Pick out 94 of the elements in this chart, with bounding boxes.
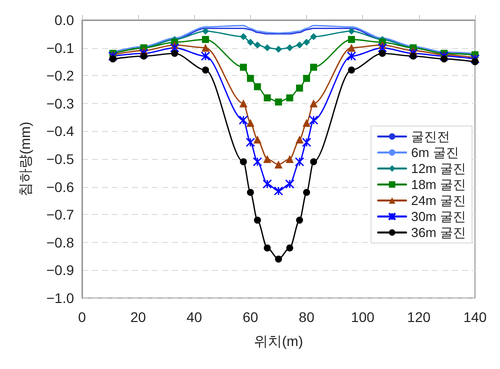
point <box>310 33 318 40</box>
legend-label: 30m 굴진 <box>411 209 466 224</box>
x-tick-label: 100 <box>351 309 375 325</box>
point <box>347 44 356 52</box>
point <box>275 46 282 53</box>
point <box>254 42 261 49</box>
point <box>264 94 271 102</box>
point <box>348 28 355 35</box>
y-tick-label: −0.6 <box>46 178 74 195</box>
point <box>202 66 210 74</box>
point <box>253 136 262 144</box>
x-tick-label: 0 <box>78 309 86 325</box>
y-tick-label: −0.7 <box>46 206 74 223</box>
point <box>303 74 310 82</box>
point <box>296 84 304 92</box>
x-axis-title: 위치(m) <box>254 333 303 349</box>
point <box>254 216 261 224</box>
y-tick-label: −1.0 <box>46 290 74 306</box>
point <box>310 64 318 71</box>
point <box>246 188 254 196</box>
point <box>274 160 282 169</box>
point <box>440 55 448 62</box>
point <box>378 50 386 57</box>
y-tick-label: −0.9 <box>46 262 74 278</box>
legend-label: 굴진전 <box>411 129 450 144</box>
point <box>254 83 261 90</box>
point <box>202 44 210 52</box>
point <box>274 186 284 196</box>
point <box>378 43 388 52</box>
point <box>286 155 294 163</box>
point <box>239 99 248 108</box>
legend-label: 12m 굴진 <box>411 161 466 176</box>
x-tick-label: 120 <box>407 309 431 325</box>
point <box>240 158 247 166</box>
point <box>275 98 282 106</box>
point <box>302 138 312 147</box>
point <box>240 64 247 71</box>
point <box>410 52 417 60</box>
point <box>202 36 210 43</box>
point <box>303 38 310 46</box>
point <box>109 55 116 62</box>
legend-label: 6m 굴진 <box>411 145 459 160</box>
point <box>171 50 178 57</box>
point <box>202 28 210 35</box>
y-tick-label: −0.4 <box>46 123 74 140</box>
point <box>346 51 356 61</box>
point <box>310 158 318 166</box>
point <box>139 48 148 58</box>
point <box>275 256 282 263</box>
point <box>286 244 294 252</box>
legend-label: 36m 굴진 <box>411 225 466 240</box>
point <box>264 244 271 252</box>
point <box>302 118 311 127</box>
point <box>264 44 271 52</box>
point <box>170 43 180 52</box>
y-tick-label: −0.5 <box>46 151 74 167</box>
point <box>472 58 478 66</box>
x-tick-label: 140 <box>463 309 487 325</box>
point <box>348 36 355 43</box>
point <box>308 115 318 125</box>
point <box>246 74 254 82</box>
point <box>246 138 256 147</box>
point <box>252 157 262 166</box>
point <box>240 33 247 40</box>
legend-label: 18m 굴진 <box>411 177 466 192</box>
y-tick-label: −0.2 <box>46 68 74 84</box>
x-tick-label: 80 <box>298 309 315 325</box>
y-tick-label: 0.0 <box>54 12 74 28</box>
point <box>262 179 272 189</box>
y-tick-label: −0.1 <box>46 40 74 56</box>
point <box>303 188 310 196</box>
point <box>296 216 304 224</box>
point <box>310 99 318 108</box>
x-tick-label: 40 <box>186 309 202 325</box>
point <box>263 155 272 163</box>
point <box>348 66 355 74</box>
point <box>238 115 248 125</box>
point <box>286 44 294 52</box>
point <box>296 136 304 144</box>
x-tick-label: 20 <box>130 309 146 325</box>
point <box>294 157 304 166</box>
point <box>246 38 254 46</box>
y-tick-label: −0.3 <box>46 95 74 112</box>
point <box>246 118 254 127</box>
point <box>200 51 210 61</box>
point <box>140 52 148 60</box>
point <box>408 48 418 58</box>
point <box>285 179 294 189</box>
y-axis-title: 침하량(mm) <box>17 122 33 196</box>
point <box>286 94 294 102</box>
point <box>296 42 304 49</box>
legend-label: 24m 굴진 <box>411 193 466 208</box>
y-tick-label: −0.8 <box>46 234 74 250</box>
x-tick-label: 60 <box>242 309 258 325</box>
